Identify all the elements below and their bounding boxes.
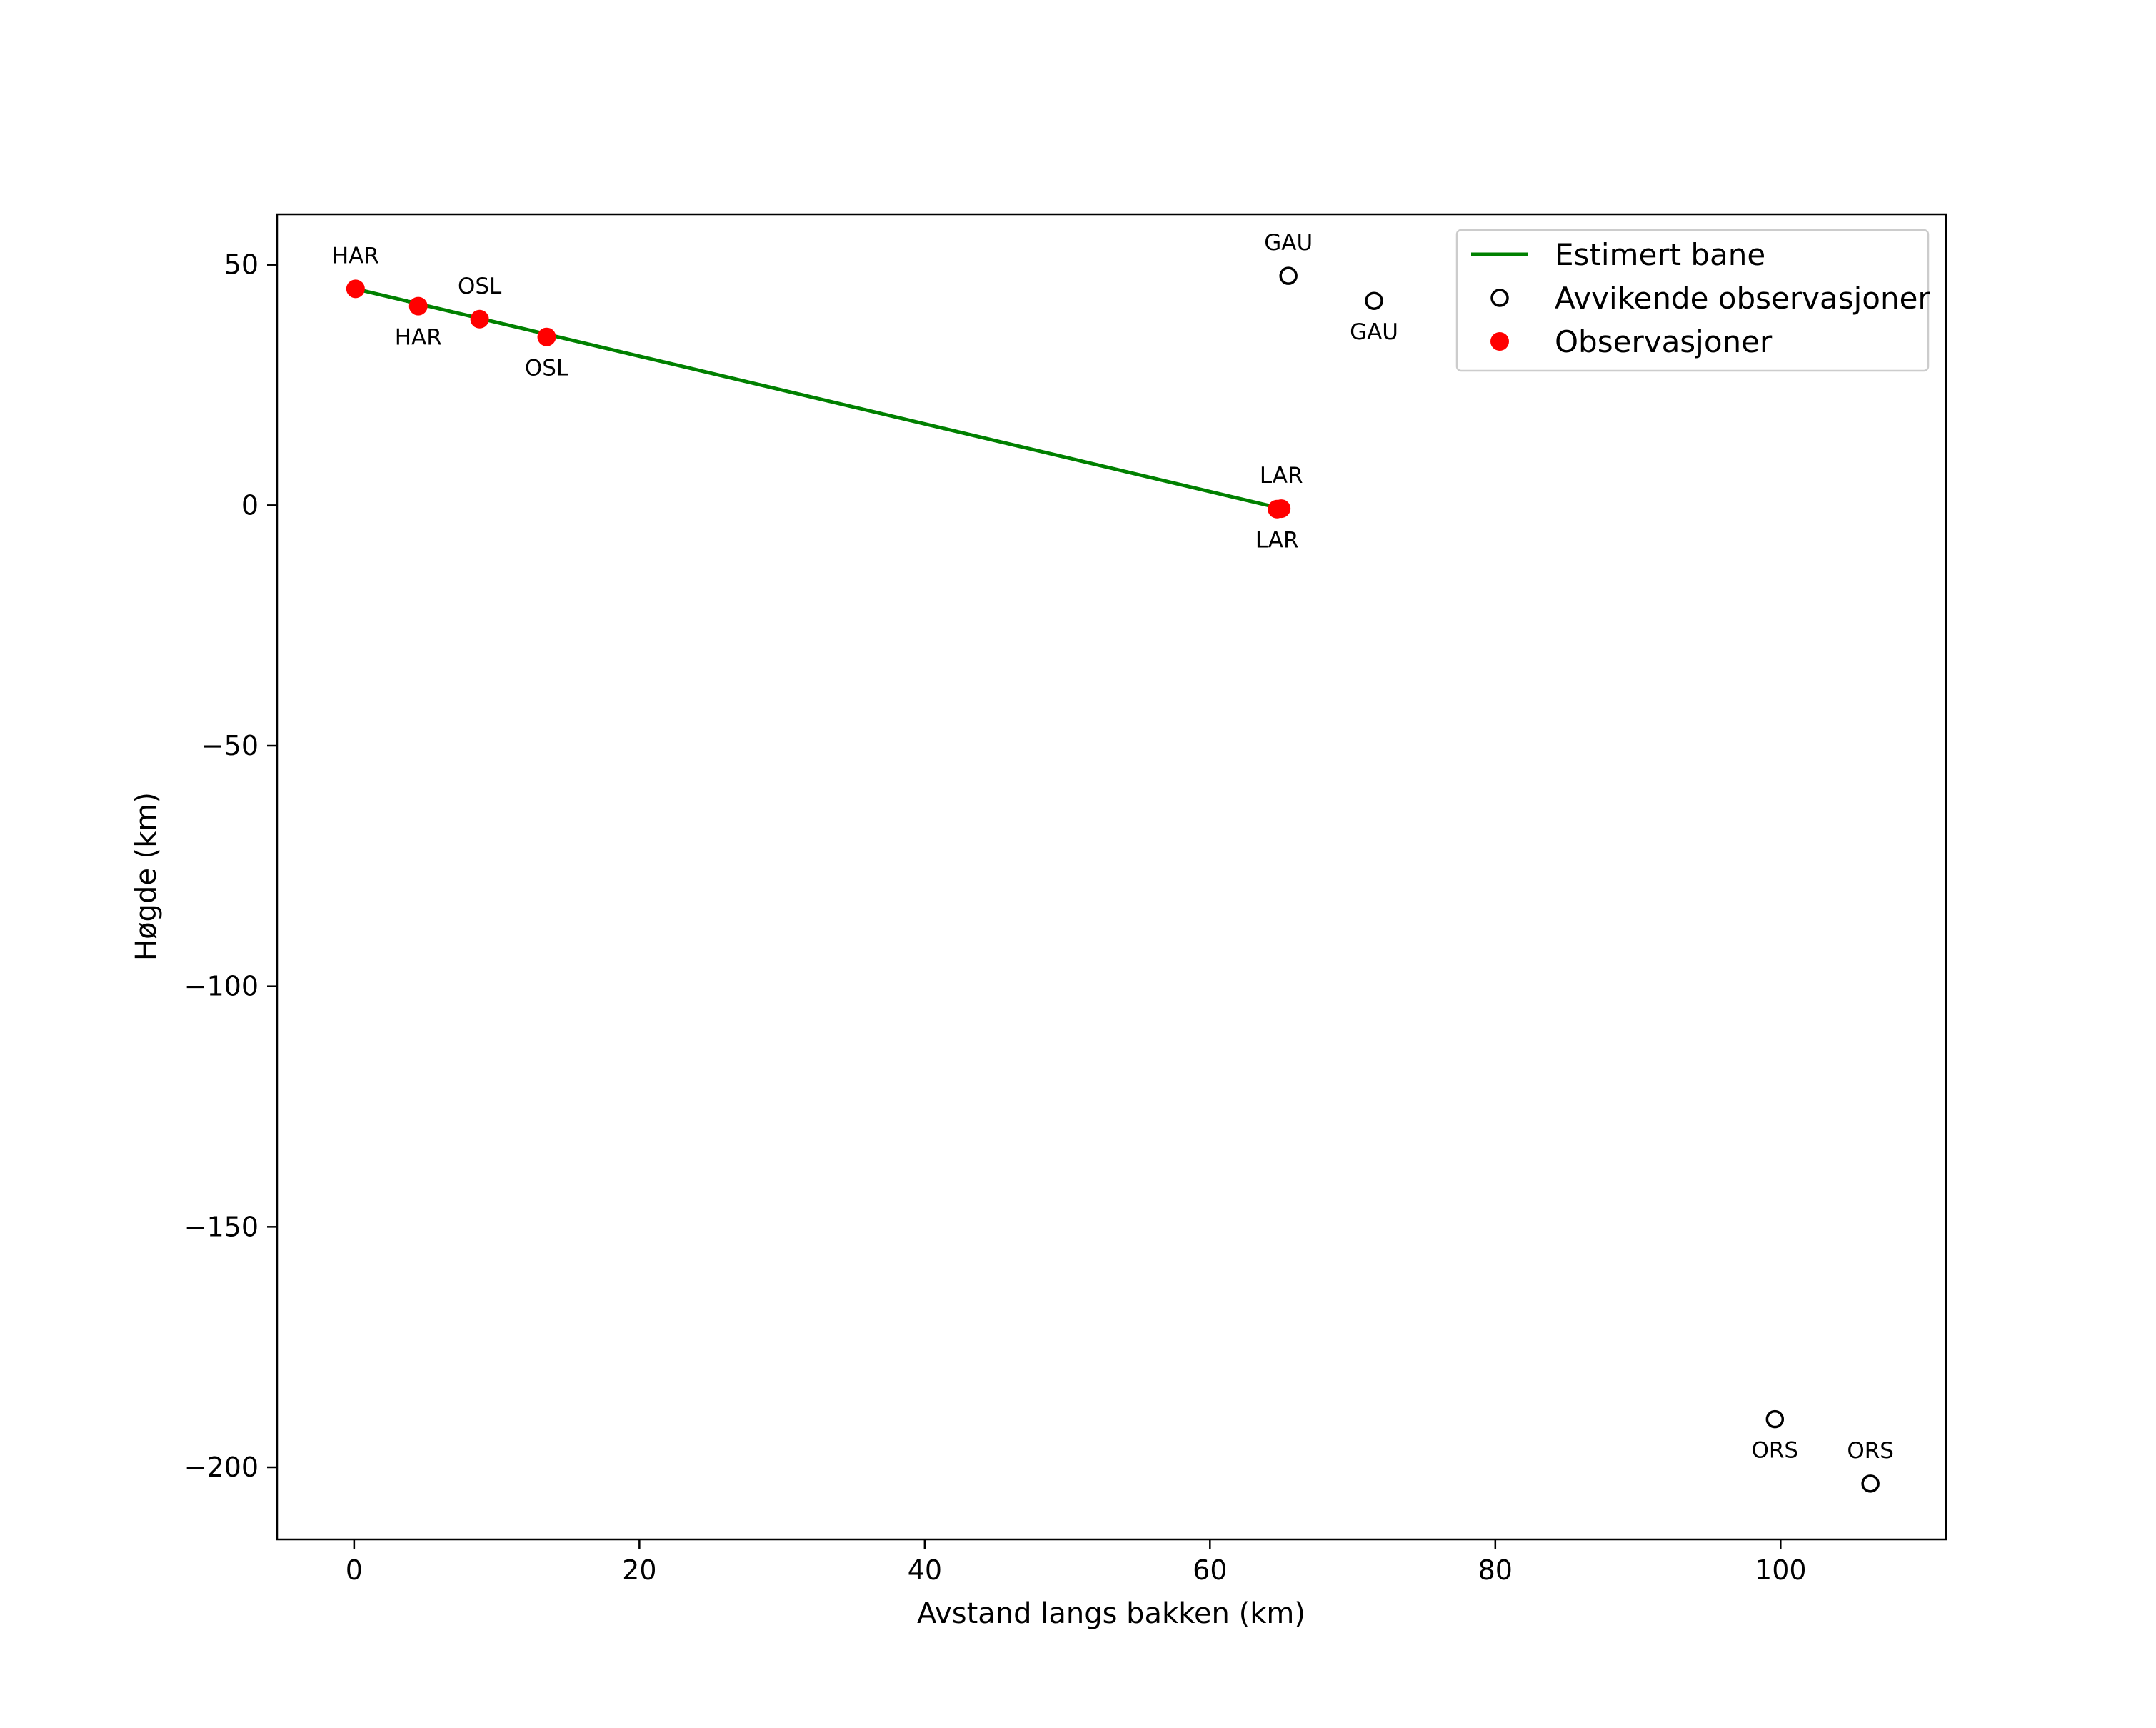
legend: Estimert bane Avvikende observasjoner Obse… xyxy=(1455,229,1930,372)
x-tick-label: 0 xyxy=(346,1554,363,1586)
plot-elements: GAU GAU ORS ORS HAR HAR OSL OSL LAR LAR xyxy=(332,230,1894,1493)
x-axis-title: Avstand langs bakken (km) xyxy=(917,1597,1305,1630)
y-tick-label: 0 xyxy=(241,489,259,521)
plot-frame xyxy=(276,213,1947,1541)
observation-marker xyxy=(470,309,489,329)
point-label: HAR xyxy=(332,243,379,269)
outlier-marker xyxy=(1279,266,1298,285)
y-tick-label: −100 xyxy=(184,971,259,1002)
legend-filled-marker xyxy=(1490,332,1509,351)
legend-box xyxy=(1455,229,1930,372)
observation-marker xyxy=(346,279,365,299)
point-label: GAU xyxy=(1264,230,1313,256)
x-tick-label: 40 xyxy=(908,1554,942,1586)
y-tick-label: −200 xyxy=(184,1452,259,1483)
y-tick-label: 50 xyxy=(224,249,259,281)
point-label: LAR xyxy=(1255,528,1299,554)
outlier-marker xyxy=(1365,291,1383,310)
x-tick-label: 60 xyxy=(1193,1554,1227,1586)
observation-marker xyxy=(408,296,428,316)
y-tick-label: −150 xyxy=(184,1211,259,1242)
point-label: ORS xyxy=(1751,1438,1798,1464)
legend-entry-label: Estimert bane xyxy=(1555,237,1765,272)
legend-entry-label: Avvikende observasjoner xyxy=(1555,281,1930,316)
y-axis-title: Høgde (km) xyxy=(130,792,163,961)
axis-ticks: 0 20 40 60 80 100 50 0 −50 −100 −150 −200 xyxy=(184,249,1807,1586)
point-label: OSL xyxy=(525,356,569,381)
point-label: LAR xyxy=(1260,463,1303,489)
point-label: OSL xyxy=(458,274,502,299)
trajectory-line xyxy=(355,286,1280,510)
legend-open-marker xyxy=(1490,289,1509,307)
outlier-marker xyxy=(1765,1409,1785,1429)
observation-marker xyxy=(537,327,556,346)
point-label: ORS xyxy=(1847,1438,1894,1464)
x-tick-label: 20 xyxy=(622,1554,656,1586)
x-tick-label: 100 xyxy=(1755,1554,1807,1586)
x-tick-label: 80 xyxy=(1478,1554,1513,1586)
outlier-marker xyxy=(1861,1474,1880,1493)
y-tick-label: −50 xyxy=(201,730,259,761)
observation-marker xyxy=(1272,499,1291,519)
point-label: HAR xyxy=(395,325,442,351)
legend-entry-label: Observasjoner xyxy=(1555,324,1773,359)
point-label: GAU xyxy=(1350,319,1398,345)
